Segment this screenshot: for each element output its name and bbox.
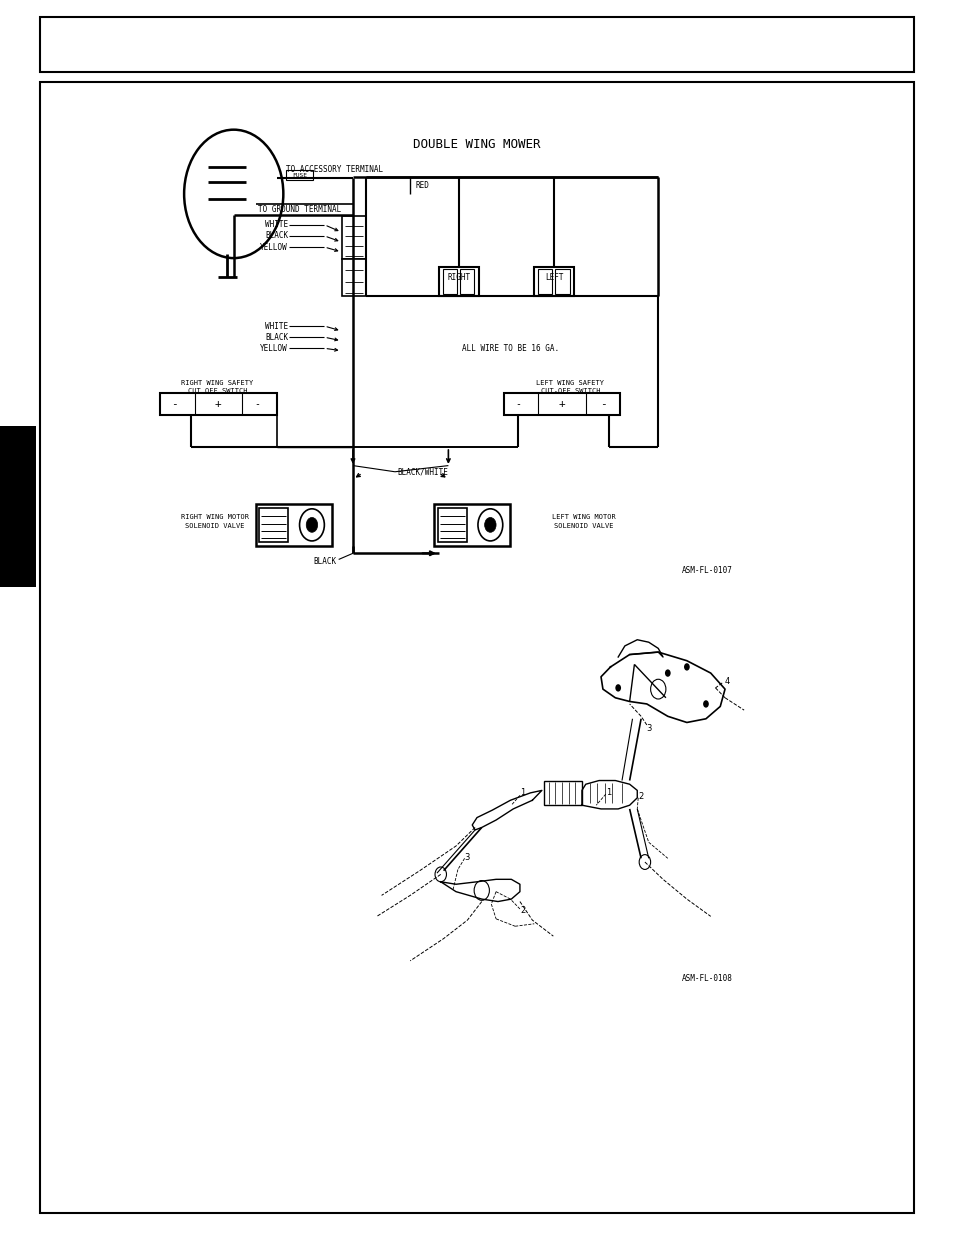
Text: ASM-FL-0107: ASM-FL-0107	[681, 566, 732, 576]
Text: +: +	[213, 399, 221, 409]
Text: TO ACCESSORY TERMINAL: TO ACCESSORY TERMINAL	[286, 164, 383, 174]
Text: -: -	[515, 399, 520, 409]
Text: RIGHT: RIGHT	[447, 273, 470, 283]
Circle shape	[683, 663, 689, 671]
Text: RIGHT WING MOTOR: RIGHT WING MOTOR	[180, 515, 249, 520]
Bar	[341, 259, 366, 296]
Bar	[459, 269, 474, 294]
Text: BLACK: BLACK	[314, 557, 336, 567]
Bar	[160, 393, 276, 415]
Circle shape	[702, 700, 708, 708]
Text: 2: 2	[638, 792, 643, 802]
Bar	[437, 508, 466, 542]
Text: DOUBLE WING MOWER: DOUBLE WING MOWER	[413, 138, 540, 151]
Text: SOLENOID VALVE: SOLENOID VALVE	[554, 524, 613, 529]
Text: 2: 2	[519, 905, 525, 915]
Text: ALL WIRE TO BE 16 GA.: ALL WIRE TO BE 16 GA.	[461, 343, 558, 353]
Bar	[259, 508, 288, 542]
Text: ASM-FL-0108: ASM-FL-0108	[681, 973, 732, 983]
Text: LEFT WING MOTOR: LEFT WING MOTOR	[552, 515, 615, 520]
Bar	[537, 269, 552, 294]
Bar	[286, 170, 313, 180]
Circle shape	[615, 684, 620, 692]
Text: 3: 3	[464, 852, 470, 862]
Circle shape	[306, 517, 317, 532]
Text: -: -	[171, 399, 178, 409]
Bar	[434, 504, 510, 546]
Text: BLACK: BLACK	[265, 231, 288, 241]
Text: -: -	[254, 399, 260, 409]
Bar	[255, 504, 332, 546]
Text: FUSE: FUSE	[292, 173, 307, 178]
Text: WHITE: WHITE	[265, 321, 288, 331]
Text: 4: 4	[723, 677, 729, 687]
Circle shape	[664, 669, 670, 677]
Text: 1: 1	[519, 788, 525, 798]
Text: RED: RED	[416, 180, 430, 190]
Bar	[341, 216, 366, 259]
Text: TO GROUND TERMINAL: TO GROUND TERMINAL	[257, 205, 340, 215]
Text: 1: 1	[605, 788, 611, 798]
Text: LEFT: LEFT	[544, 273, 563, 283]
Text: BLACK: BLACK	[265, 332, 288, 342]
Text: -: -	[599, 399, 607, 409]
Bar	[0, 426, 36, 587]
Text: CUT-OFF SWITCH: CUT-OFF SWITCH	[540, 389, 599, 394]
Circle shape	[484, 517, 496, 532]
Text: +: +	[558, 399, 565, 409]
Text: WHITE: WHITE	[265, 220, 288, 230]
Bar	[40, 17, 913, 72]
Bar	[442, 269, 456, 294]
Bar	[503, 393, 619, 415]
Bar	[543, 781, 581, 805]
Text: BLACK/WHITE: BLACK/WHITE	[397, 467, 448, 477]
Text: RIGHT WING SAFETY: RIGHT WING SAFETY	[181, 380, 253, 385]
Text: LEFT WING SAFETY: LEFT WING SAFETY	[536, 380, 604, 385]
Bar	[555, 269, 569, 294]
Text: YELLOW: YELLOW	[260, 242, 288, 252]
Text: YELLOW: YELLOW	[260, 343, 288, 353]
Text: 3: 3	[645, 724, 651, 734]
Text: CUT OFF SWITCH: CUT OFF SWITCH	[188, 389, 247, 394]
Bar	[534, 267, 574, 296]
Text: SOLENOID VALVE: SOLENOID VALVE	[185, 524, 244, 529]
Bar	[438, 267, 478, 296]
